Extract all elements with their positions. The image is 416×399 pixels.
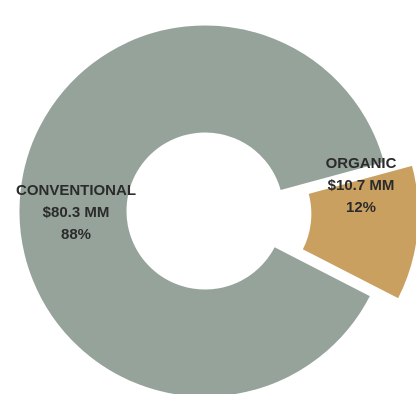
slices-layer: [18, 24, 416, 398]
slice-label-percent-conventional: 88%: [61, 226, 91, 243]
slice-label-category-organic: ORGANIC: [326, 155, 397, 172]
slice-label-value-organic: $10.7 MM: [328, 177, 395, 194]
slice-organic: [301, 164, 416, 300]
slice-label-value-conventional: $80.3 MM: [43, 204, 110, 221]
slice-label-category-conventional: CONVENTIONAL: [16, 182, 136, 199]
slice-label-percent-organic: 12%: [346, 199, 376, 216]
labels-layer: CONVENTIONAL $80.3 MM 88% ORGANIC $10.7 MM 12…: [16, 155, 397, 243]
slice-conventional: [18, 24, 386, 398]
